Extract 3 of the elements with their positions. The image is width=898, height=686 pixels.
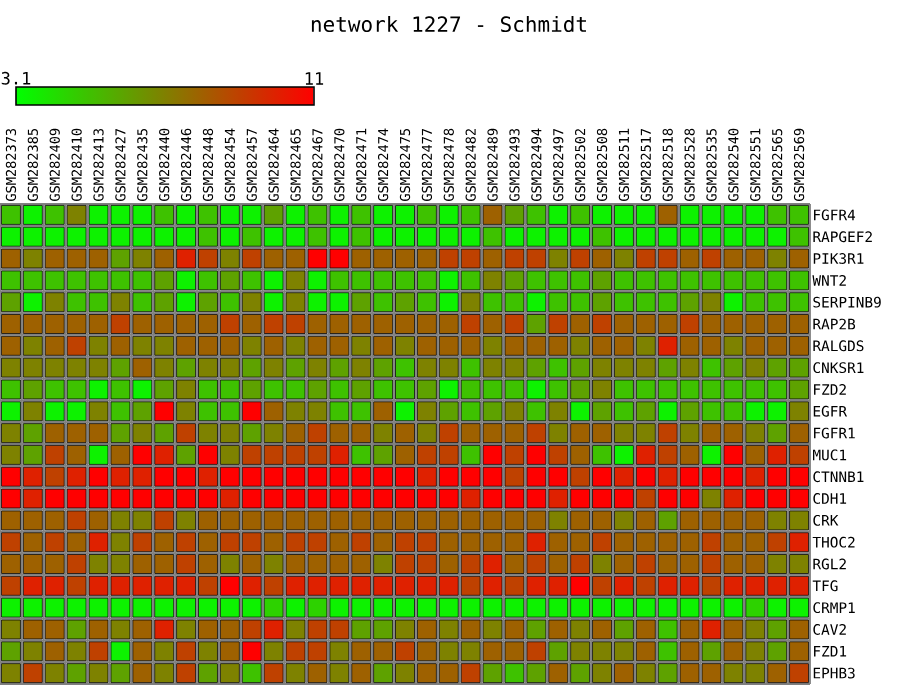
chart-title: network 1227 - Schmidt: [311, 15, 586, 33]
color-bar-label: 3.1: [1, 71, 31, 85]
color-bar-label: 11: [305, 72, 324, 85]
